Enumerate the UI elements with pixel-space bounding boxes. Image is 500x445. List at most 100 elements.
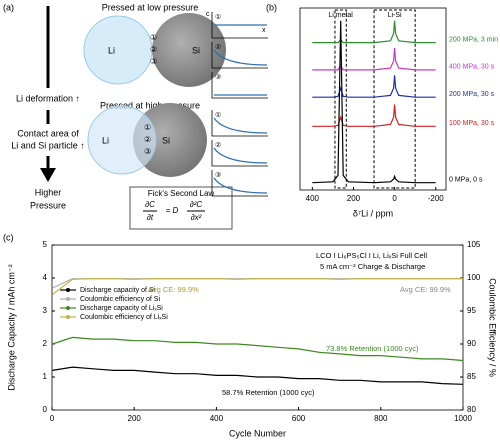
series-line — [312, 75, 436, 98]
y-tick-label: 2 — [43, 339, 48, 348]
series-label: 200 MPa, 30 s — [449, 91, 495, 98]
series-label: 400 MPa, 30 s — [449, 64, 495, 71]
mini-axis — [211, 72, 268, 99]
particle-label: Li — [108, 45, 115, 55]
mini-marker: ② — [215, 141, 221, 149]
mini-axis — [211, 42, 268, 69]
mini-marker: ① — [215, 13, 221, 21]
series-line — [52, 278, 463, 295]
y2-tick-label: 95 — [467, 306, 476, 315]
point-marker: ① — [144, 123, 151, 132]
legend-marker — [66, 288, 70, 292]
mini-curve — [213, 147, 268, 164]
annotation: 5 mA cm⁻² Charge & Discharge — [320, 262, 425, 271]
y-axis-label: Discharge Capacity / mAh cm⁻² — [6, 264, 16, 390]
legend-marker — [66, 297, 70, 301]
point-marker: ② — [144, 135, 151, 144]
arrow-head — [40, 168, 56, 182]
x-tick-label: 200 — [128, 414, 142, 423]
li-particle — [87, 105, 157, 175]
mini-axis-label: x — [262, 27, 266, 34]
y2-tick-label: 105 — [467, 240, 481, 249]
equation-part: ∂²C — [190, 200, 203, 209]
series-label: 100 MPa, 30 s — [449, 120, 495, 127]
annotation: LCO I Li₆PS₅Cl I Li, LiₓSi Full Cell — [316, 251, 427, 260]
point-marker: ③ — [144, 147, 151, 156]
series-line — [52, 366, 464, 385]
equation-part: ∂x² — [191, 213, 202, 222]
annotation: Avg CE: 99.9% — [400, 285, 451, 294]
mini-axis — [211, 12, 268, 39]
series-line — [312, 47, 436, 71]
arrow-label: Li deformation ↑ — [16, 93, 80, 103]
legend-label: Discharge capacity of Si — [80, 287, 156, 294]
x-tick-label: 800 — [374, 414, 388, 423]
region-box — [334, 9, 347, 189]
x-tick-label: 400 — [210, 414, 224, 423]
mini-marker: ③ — [215, 171, 221, 179]
section-title: Pressed at high pressure — [100, 100, 200, 110]
pressure-arrow — [40, 6, 56, 182]
region-label: Li metal — [328, 12, 353, 19]
y2-tick-label: 85 — [467, 372, 476, 381]
mini-curve — [213, 49, 268, 66]
legend: Discharge capacity of Si Coulombic effici… — [60, 287, 168, 321]
legend-label: Discharge capacity of LiₓSi — [80, 305, 163, 312]
equation-title: Fick's Second Law — [148, 189, 215, 198]
y-tick-label: 5 — [43, 240, 48, 249]
particle-label: Si — [162, 135, 170, 145]
arrow-label: Li and Si particle ↑ — [11, 140, 85, 150]
point-marker: ② — [150, 45, 157, 54]
si-particle — [152, 13, 226, 87]
region-label: Li-Si — [388, 12, 402, 19]
x-tick-label: -200 — [428, 194, 445, 203]
plot-frame — [299, 7, 447, 191]
arrow-label: Higher — [35, 187, 62, 197]
legend-marker — [66, 315, 70, 319]
mini-axis — [211, 140, 268, 167]
series-line — [312, 20, 436, 44]
si-particle — [133, 103, 207, 177]
y2-axis-label: Coulombic Efficiency / % — [488, 278, 498, 377]
series-label: 200 MPa, 3 min — [449, 36, 498, 43]
annotation: 73.8% Retention (1000 cyc) — [326, 344, 419, 353]
section-title: Pressed at low pressure — [102, 2, 199, 12]
x-axis-label: δ⁷Li / ppm — [353, 208, 393, 218]
mini-axis — [211, 170, 268, 197]
mini-marker: ③ — [215, 73, 221, 81]
y2-tick-label: 80 — [467, 405, 476, 414]
series-label: 0 MPa, 0 s — [449, 177, 483, 184]
mini-axis-label: c — [206, 11, 210, 18]
annotation: Avg CE: 99.9% — [148, 285, 199, 294]
mini-curve — [213, 177, 268, 194]
panel-label: (c) — [3, 232, 14, 242]
equation-part: ∂C — [145, 200, 155, 209]
legend-label: Coulombic efficiency of LiₓSi — [80, 314, 168, 321]
x-tick-label: 600 — [292, 414, 306, 423]
series-line — [312, 20, 436, 184]
legend-marker — [66, 306, 70, 310]
y-tick-label: 3 — [43, 306, 48, 315]
x-tick-label: 0 — [50, 414, 55, 423]
panel-label: (b) — [266, 2, 277, 12]
x-tick-label: 400 — [306, 194, 320, 203]
mini-curve — [213, 117, 268, 134]
legend-label: Coulombic efficiency of Si — [80, 296, 160, 303]
plot-frame — [51, 244, 464, 411]
x-axis-label: Cycle Number — [229, 428, 286, 438]
panel-label: (a) — [3, 2, 14, 12]
mini-marker: ② — [215, 43, 221, 51]
y-tick-label: 0 — [43, 405, 48, 414]
arrow-label: Contact area of — [17, 128, 79, 138]
li-particle — [83, 15, 153, 85]
arrow-label: Pressure — [30, 200, 66, 210]
y2-tick-label: 90 — [467, 339, 476, 348]
particle-label: Li — [102, 135, 109, 145]
series-line — [52, 336, 464, 362]
point-marker: ① — [150, 33, 157, 42]
equation-part: ∂t — [147, 213, 154, 222]
x-tick-label: 200 — [347, 194, 361, 203]
point-marker: ③ — [150, 57, 157, 66]
y-tick-label: 1 — [43, 372, 48, 381]
y2-tick-label: 100 — [467, 273, 481, 282]
